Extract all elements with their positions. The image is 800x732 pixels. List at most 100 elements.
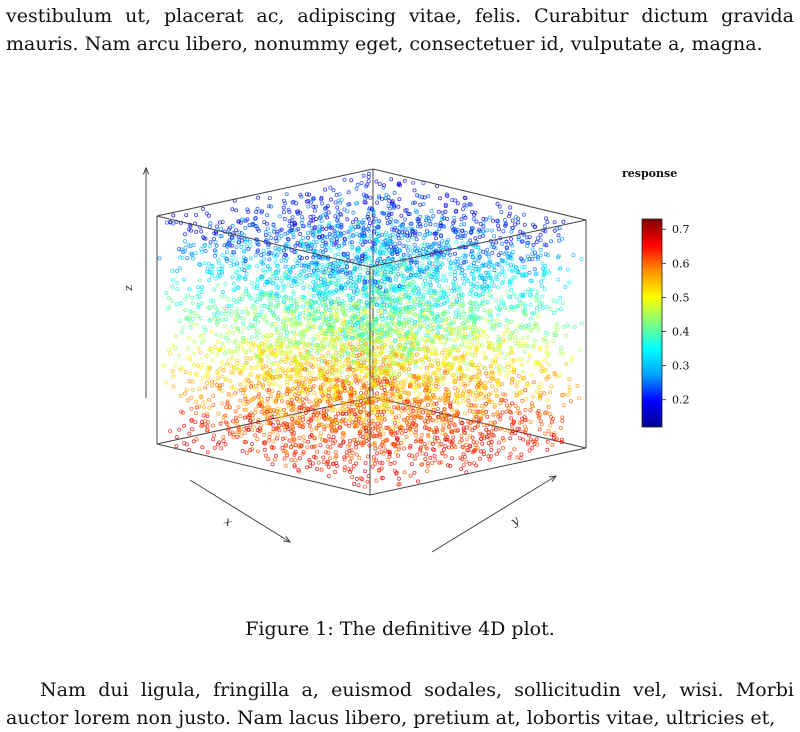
data-point [477, 344, 480, 347]
data-point [568, 389, 571, 392]
data-point [168, 348, 171, 351]
data-point [460, 380, 463, 383]
data-point [510, 364, 513, 367]
data-point [201, 207, 204, 210]
data-point [225, 251, 228, 254]
data-point [316, 450, 319, 453]
data-point [376, 201, 379, 204]
data-point [268, 369, 271, 372]
data-point [272, 369, 275, 372]
data-point [337, 253, 340, 256]
data-point [427, 195, 430, 198]
data-point [419, 276, 422, 279]
data-point [528, 271, 531, 274]
data-point [232, 332, 235, 335]
data-point [206, 376, 209, 379]
data-point [491, 319, 494, 322]
data-point [507, 308, 510, 311]
data-point [543, 288, 546, 291]
data-point [468, 462, 471, 465]
data-point [465, 204, 468, 207]
data-point [283, 457, 286, 460]
data-point [302, 376, 305, 379]
data-point [183, 392, 186, 395]
data-point [389, 462, 392, 465]
data-point [269, 395, 272, 398]
data-point [254, 408, 257, 411]
data-point [267, 458, 270, 461]
data-point [201, 363, 204, 366]
data-point [527, 288, 530, 291]
data-point [334, 351, 337, 354]
data-point [186, 347, 189, 350]
data-point [275, 454, 278, 457]
data-point [503, 219, 506, 222]
data-point [199, 317, 202, 320]
data-point [527, 359, 530, 362]
data-point [464, 351, 467, 354]
data-point [444, 455, 447, 458]
data-point [504, 375, 507, 378]
data-point [303, 346, 306, 349]
data-point [409, 417, 412, 420]
data-point [320, 468, 323, 471]
data-point [301, 398, 304, 401]
data-point [393, 461, 396, 464]
data-point [322, 456, 325, 459]
data-point [559, 373, 562, 376]
data-point [212, 404, 215, 407]
data-point [380, 197, 383, 200]
data-point [215, 225, 218, 228]
data-point [195, 400, 198, 403]
data-point [256, 438, 259, 441]
data-point [347, 191, 350, 194]
data-point [308, 424, 311, 427]
data-point [363, 240, 366, 243]
data-point [251, 429, 254, 432]
data-point [568, 386, 571, 389]
data-point [230, 259, 233, 262]
data-point [299, 232, 302, 235]
data-point [355, 477, 358, 480]
data-point [422, 361, 425, 364]
data-point [495, 319, 498, 322]
data-point [448, 347, 451, 350]
data-point [348, 339, 351, 342]
data-point [234, 416, 237, 419]
data-point [274, 260, 277, 263]
data-point [430, 217, 433, 220]
data-point [222, 419, 225, 422]
data-point [307, 440, 310, 443]
data-point [518, 299, 521, 302]
data-point [207, 262, 210, 265]
data-point [562, 404, 565, 407]
data-point [352, 311, 355, 314]
data-point [273, 349, 276, 352]
data-point [264, 365, 267, 368]
data-point [482, 225, 485, 228]
data-point [327, 211, 330, 214]
data-point [375, 180, 378, 183]
data-point [182, 278, 185, 281]
data-point [525, 397, 528, 400]
data-point [549, 307, 552, 310]
data-point [306, 236, 309, 239]
data-point [269, 237, 272, 240]
data-point [552, 311, 555, 314]
data-point [520, 421, 523, 424]
data-point [405, 378, 408, 381]
data-point [395, 302, 398, 305]
data-point [197, 292, 200, 295]
data-point [306, 392, 309, 395]
data-point [186, 399, 189, 402]
data-point [340, 256, 343, 259]
data-point [552, 299, 555, 302]
data-point [446, 293, 449, 296]
data-point [554, 325, 557, 328]
data-point [557, 278, 560, 281]
data-point [332, 442, 335, 445]
data-point [468, 340, 471, 343]
data-point [452, 296, 455, 299]
data-point [487, 265, 490, 268]
data-point [208, 398, 211, 401]
